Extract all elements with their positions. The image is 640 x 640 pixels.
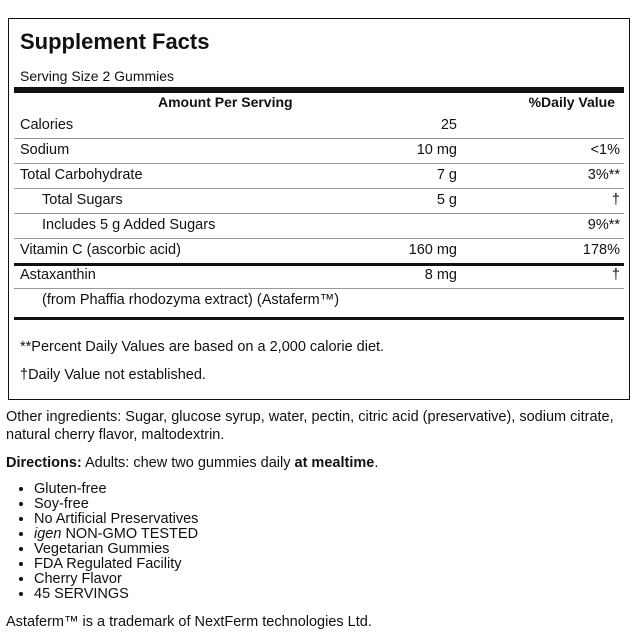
row-amount: 10 mg bbox=[416, 142, 457, 158]
row-name: Total Carbohydrate bbox=[20, 167, 143, 183]
panel-title: Supplement Facts bbox=[20, 29, 210, 54]
serving-size: Serving Size 2 Gummies bbox=[20, 68, 175, 84]
row-separator bbox=[14, 238, 624, 239]
feature-list: Gluten-freeSoy-freeNo Artificial Preserv… bbox=[14, 482, 198, 602]
directions-emphasis: at mealtime bbox=[294, 455, 375, 471]
row-daily-value: † bbox=[611, 192, 620, 208]
row-separator bbox=[14, 138, 624, 139]
row-separator bbox=[14, 163, 624, 164]
row-amount: 8 mg bbox=[424, 267, 457, 283]
feature: FDA Regulated Facility bbox=[34, 557, 198, 572]
divider bbox=[14, 263, 624, 266]
trademark: Astaferm™ is a trademark of NextFerm tec… bbox=[6, 614, 372, 630]
divider bbox=[14, 317, 624, 320]
feature-brand: igen bbox=[34, 526, 62, 542]
row-name: Includes 5 g Added Sugars bbox=[42, 217, 216, 233]
directions: Directions: Adults: chew two gummies dai… bbox=[6, 455, 378, 471]
row-name: (from Phaffia rhodozyma extract) (Astafe… bbox=[42, 292, 340, 308]
row-amount: 25 bbox=[440, 117, 457, 133]
row-separator bbox=[14, 188, 624, 189]
directions-label: Directions: bbox=[6, 455, 82, 471]
feature: Gluten-free bbox=[34, 482, 198, 497]
feature: igen NON-GMO TESTED bbox=[34, 527, 198, 542]
row-name: Vitamin C (ascorbic acid) bbox=[20, 242, 181, 258]
row-daily-value: 3%** bbox=[587, 167, 620, 183]
row-amount: 5 g bbox=[436, 192, 457, 208]
header-daily-value: %Daily Value bbox=[528, 94, 615, 110]
row-daily-value: 9%** bbox=[587, 217, 620, 233]
row-daily-value: <1% bbox=[590, 142, 620, 158]
row-name: Total Sugars bbox=[42, 192, 123, 208]
feature-text: NON-GMO TESTED bbox=[65, 526, 199, 542]
feature: Cherry Flavor bbox=[34, 572, 198, 587]
row-daily-value: † bbox=[611, 267, 620, 283]
directions-text: Adults: chew two gummies daily bbox=[84, 455, 291, 471]
row-name: Sodium bbox=[20, 142, 70, 158]
feature: No Artificial Preservatives bbox=[34, 512, 198, 527]
divider bbox=[14, 87, 624, 93]
facts-panel bbox=[8, 18, 630, 400]
row-name: Astaxanthin bbox=[20, 267, 96, 283]
row-amount: 7 g bbox=[436, 167, 457, 183]
row-daily-value: 178% bbox=[582, 242, 620, 258]
row-amount: 160 mg bbox=[408, 242, 457, 258]
footnote: **Percent Daily Values are based on a 2,… bbox=[20, 339, 385, 355]
footnote: †Daily Value not established. bbox=[20, 367, 206, 383]
row-separator bbox=[14, 288, 624, 289]
feature: 45 SERVINGS bbox=[34, 587, 198, 602]
header-amount: Amount Per Serving bbox=[158, 94, 293, 110]
row-separator bbox=[14, 213, 624, 214]
directions-end: . bbox=[374, 455, 379, 471]
row-name: Calories bbox=[20, 117, 74, 133]
other-ingredients: Other ingredients: Sugar, glucose syrup,… bbox=[6, 409, 614, 443]
feature: Vegetarian Gummies bbox=[34, 542, 198, 557]
feature: Soy-free bbox=[34, 497, 198, 512]
